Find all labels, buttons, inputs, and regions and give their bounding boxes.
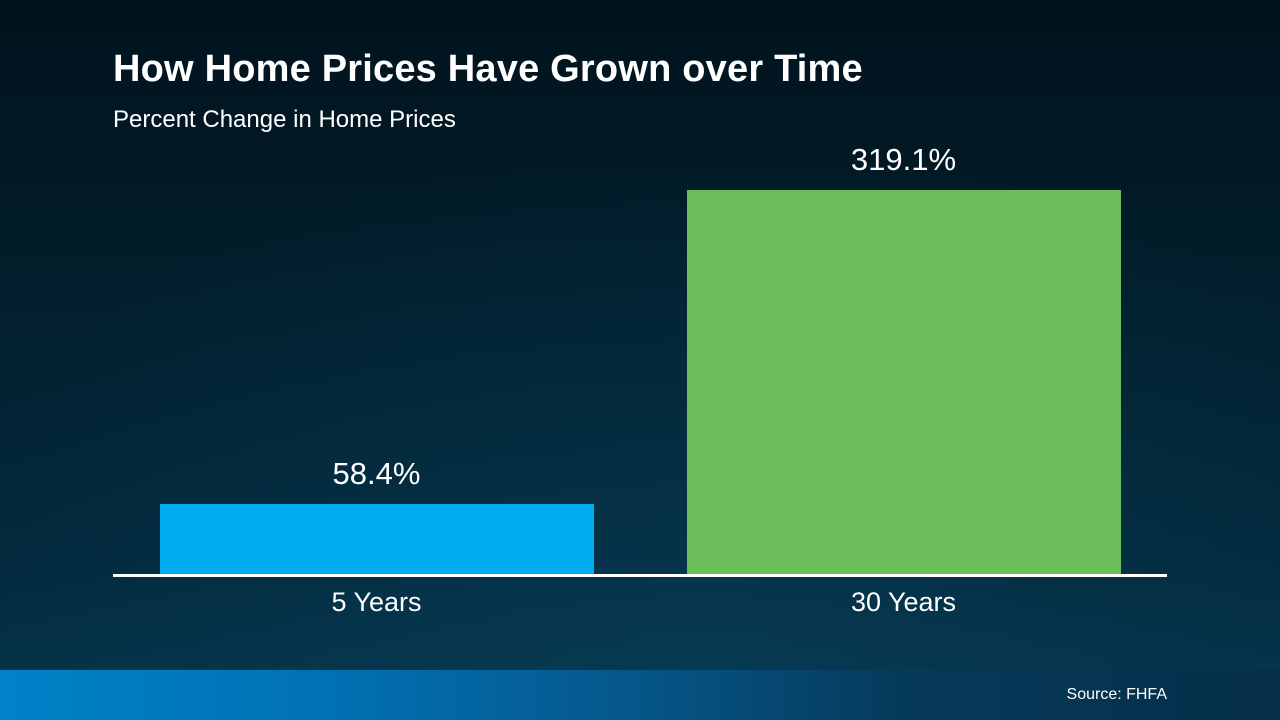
chart-header: How Home Prices Have Grown over Time Per… [113,48,863,134]
chart-title: How Home Prices Have Grown over Time [113,48,863,90]
chart-subtitle: Percent Change in Home Prices [113,105,456,133]
category-label: 30 Years [850,587,957,617]
x-axis-line: 58.4% 319.1% [113,142,1167,577]
footer-bar: Source: FHFA [0,670,1280,720]
value-label: 319.1% [850,142,957,177]
bar [159,504,594,574]
source-text: Source: FHFA [1066,686,1167,703]
value-label: 58.4% [332,456,421,491]
chart-area: 58.4% 319.1% 5 Years 30 Years [113,142,1167,618]
bar-group: 319.1% [640,142,1167,574]
category-labels-row: 5 Years 30 Years [113,587,1167,618]
bar [686,190,1121,574]
bar-group: 58.4% [113,456,640,574]
category-label: 5 Years [331,587,422,617]
